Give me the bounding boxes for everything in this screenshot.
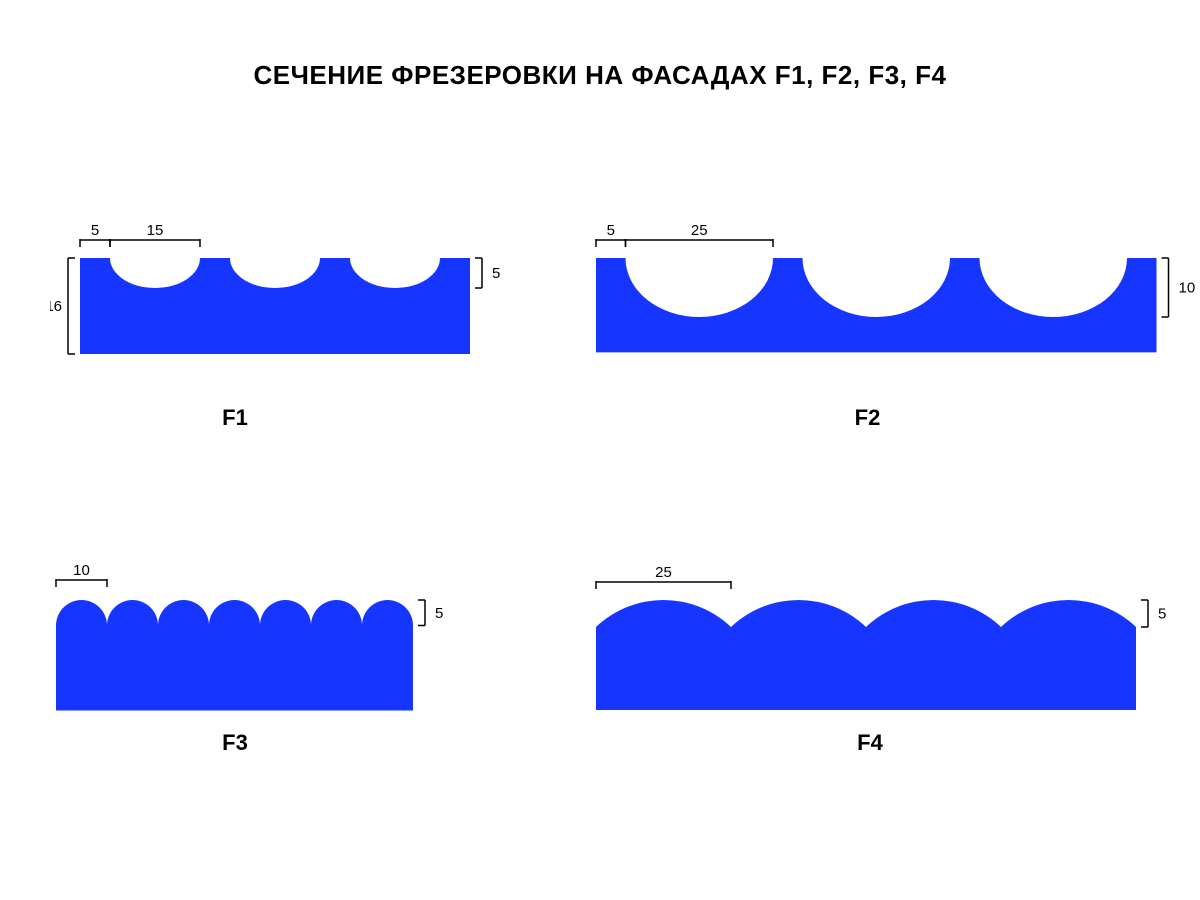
panel-f3: 10 5 (50, 545, 530, 745)
svg-text:5: 5 (1158, 606, 1166, 623)
svg-text:10: 10 (1179, 280, 1196, 297)
label-f1: F1 (50, 405, 420, 431)
svg-text:25: 25 (691, 222, 708, 239)
svg-text:10: 10 (73, 562, 90, 579)
panel-f2: 5 25 10 (590, 218, 1200, 418)
profile-f2: 5 25 10 (590, 218, 1200, 418)
profile-f3: 10 5 (50, 545, 530, 745)
profile-f1: 5 15 16 5 (50, 218, 530, 418)
panel-f4: 25 5 (590, 545, 1200, 745)
label-f4: F4 (590, 730, 1150, 756)
svg-text:5: 5 (435, 605, 443, 622)
svg-text:16: 16 (50, 298, 62, 315)
svg-text:5: 5 (492, 265, 500, 282)
svg-text:15: 15 (147, 222, 164, 239)
profile-f4: 25 5 (590, 545, 1200, 745)
svg-text:5: 5 (91, 222, 99, 239)
svg-text:25: 25 (655, 564, 672, 581)
svg-text:5: 5 (607, 222, 615, 239)
page-title: СЕЧЕНИЕ ФРЕЗЕРОВКИ НА ФАСАДАХ F1, F2, F3… (0, 60, 1200, 91)
label-f3: F3 (50, 730, 420, 756)
panel-f1: 5 15 16 5 (50, 218, 530, 418)
label-f2: F2 (590, 405, 1145, 431)
